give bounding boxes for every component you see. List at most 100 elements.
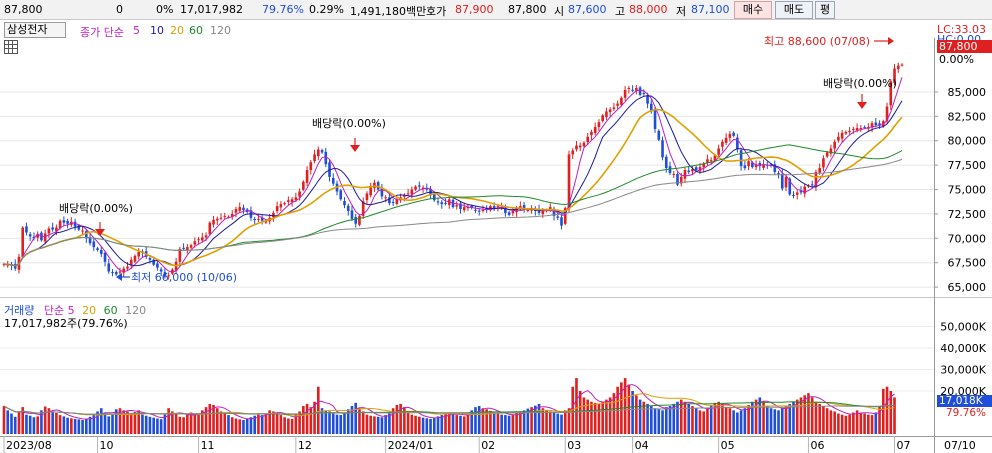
price-legend-bar: 삼성전자 종가 단순 5 10 20 60 120 — [0, 20, 992, 39]
candle-body — [833, 141, 836, 149]
time-tick-label: 2023/08 — [6, 439, 52, 452]
candle-body — [664, 156, 668, 169]
volume-bar — [717, 401, 720, 434]
candle-body — [331, 178, 335, 184]
candle-body — [631, 89, 634, 91]
volume-bar — [563, 410, 567, 434]
arrow-left-icon — [116, 273, 122, 281]
candle-body — [230, 213, 234, 217]
volume-bar — [605, 399, 608, 434]
candle-body — [567, 154, 571, 210]
price-change: 0 — [116, 3, 123, 16]
volume-bar — [331, 413, 335, 434]
volume-bar — [507, 415, 511, 434]
volume-bar — [578, 391, 582, 434]
grid-table-icon[interactable] — [4, 40, 18, 54]
candle-body — [103, 252, 107, 262]
buy-button[interactable]: 매수 — [734, 1, 772, 19]
candle-body — [118, 271, 122, 273]
volume-ma5-line — [3, 384, 895, 420]
ma10-line — [3, 95, 903, 267]
candle-body — [13, 263, 17, 269]
volume-bar — [32, 417, 36, 434]
candle-body — [249, 210, 253, 218]
candle-body — [616, 103, 619, 106]
volume-bar — [855, 410, 859, 434]
candle-body — [354, 217, 358, 224]
volume-bar — [230, 417, 234, 434]
candle-body — [769, 164, 773, 167]
candle-body — [571, 150, 575, 155]
volume-bar — [223, 412, 227, 434]
candle-body — [339, 190, 343, 200]
candle-body — [485, 208, 488, 210]
low-price: 87,100 — [691, 3, 730, 16]
high-price: 88,000 — [629, 3, 668, 16]
candle-body — [788, 178, 792, 195]
candle-body — [365, 193, 369, 201]
time-tick-label: 10 — [100, 439, 114, 452]
candles — [2, 62, 904, 280]
candle-body — [429, 188, 432, 196]
volume-bar — [780, 408, 784, 434]
volume-bar — [642, 401, 646, 434]
candle-body — [803, 186, 807, 194]
arrow-down-icon — [95, 229, 105, 236]
volume-bar — [21, 407, 25, 434]
volume-moving-averages — [3, 384, 895, 420]
volume-bar — [436, 416, 440, 434]
candle-body — [627, 88, 631, 90]
candle-body — [597, 122, 601, 128]
volume-bar — [189, 412, 193, 434]
volume-bar — [534, 405, 537, 434]
candle-body — [126, 266, 129, 269]
volume-bar — [676, 401, 679, 434]
volume-bar — [762, 401, 765, 434]
volume-bar — [361, 411, 365, 434]
volume-bar — [788, 403, 792, 434]
candle-body — [739, 150, 743, 167]
candle-body — [736, 137, 739, 150]
volume-bar — [721, 403, 724, 434]
candle-body — [440, 202, 444, 205]
volume-bar — [822, 406, 825, 434]
volume-bar — [249, 417, 253, 434]
candle-body — [174, 261, 178, 271]
volume-bar — [309, 407, 313, 434]
volume-bar — [777, 410, 780, 434]
volume-bar — [418, 416, 421, 434]
volume-bar — [268, 410, 271, 434]
volume-bar — [818, 403, 821, 434]
candle-body — [679, 176, 683, 184]
candle-body — [328, 162, 331, 177]
candle-body — [698, 167, 702, 172]
candle-body — [260, 217, 264, 221]
candle-body — [215, 218, 219, 221]
sell-button[interactable]: 매도 — [775, 1, 813, 19]
candle-body — [590, 131, 593, 136]
candle-body — [818, 168, 821, 173]
candle-body — [814, 171, 818, 187]
volume-bar — [335, 414, 339, 434]
candle-body — [395, 199, 399, 204]
candle-body — [298, 191, 301, 197]
volume-bar — [287, 418, 290, 434]
bid-price: 87,800 — [508, 3, 547, 16]
volume-bar — [758, 397, 762, 434]
candle-body — [238, 207, 242, 211]
stock-name-box[interactable]: 삼성전자 — [4, 22, 66, 38]
volume-bar — [429, 418, 432, 434]
volume-bar — [455, 415, 459, 434]
candle-body — [253, 218, 257, 220]
eval-button[interactable]: 평 — [815, 1, 835, 19]
volume-bar — [219, 411, 223, 434]
volume-bar — [765, 406, 769, 434]
volume-bar — [773, 409, 777, 434]
candle-body — [526, 210, 530, 212]
volume-bar — [893, 397, 896, 434]
volume-bar — [62, 416, 66, 434]
volume-bar — [156, 418, 159, 434]
candle-body — [167, 275, 170, 277]
